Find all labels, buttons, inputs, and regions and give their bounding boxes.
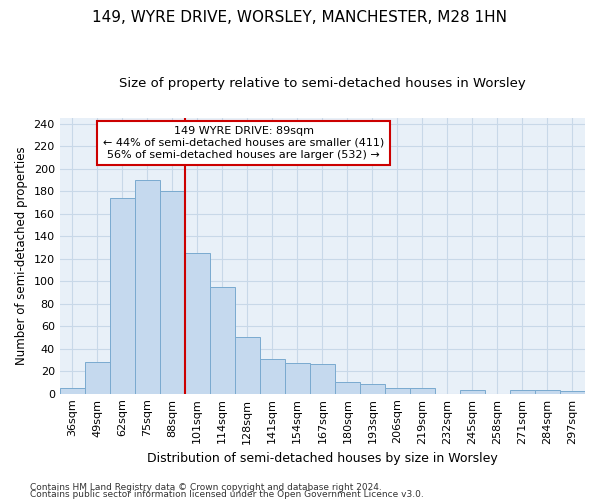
Bar	[235, 338, 260, 394]
Text: Contains public sector information licensed under the Open Government Licence v3: Contains public sector information licen…	[30, 490, 424, 499]
Text: 149 WYRE DRIVE: 89sqm
← 44% of semi-detached houses are smaller (411)
56% of sem: 149 WYRE DRIVE: 89sqm ← 44% of semi-deta…	[103, 126, 384, 160]
Bar	[410, 388, 435, 394]
Bar	[535, 390, 560, 394]
Bar	[210, 287, 235, 394]
Title: Size of property relative to semi-detached houses in Worsley: Size of property relative to semi-detach…	[119, 78, 526, 90]
Bar	[510, 390, 535, 394]
Bar	[310, 364, 335, 394]
Text: 149, WYRE DRIVE, WORSLEY, MANCHESTER, M28 1HN: 149, WYRE DRIVE, WORSLEY, MANCHESTER, M2…	[92, 10, 508, 25]
Y-axis label: Number of semi-detached properties: Number of semi-detached properties	[15, 146, 28, 365]
Bar	[59, 388, 85, 394]
Bar	[135, 180, 160, 394]
Bar	[110, 198, 135, 394]
Bar	[385, 388, 410, 394]
Bar	[460, 390, 485, 394]
Bar	[185, 253, 210, 394]
Bar	[260, 359, 285, 394]
Bar	[160, 191, 185, 394]
X-axis label: Distribution of semi-detached houses by size in Worsley: Distribution of semi-detached houses by …	[147, 452, 498, 465]
Bar	[285, 364, 310, 394]
Bar	[360, 384, 385, 394]
Bar	[335, 382, 360, 394]
Text: Contains HM Land Registry data © Crown copyright and database right 2024.: Contains HM Land Registry data © Crown c…	[30, 484, 382, 492]
Bar	[85, 362, 110, 394]
Bar	[560, 392, 585, 394]
